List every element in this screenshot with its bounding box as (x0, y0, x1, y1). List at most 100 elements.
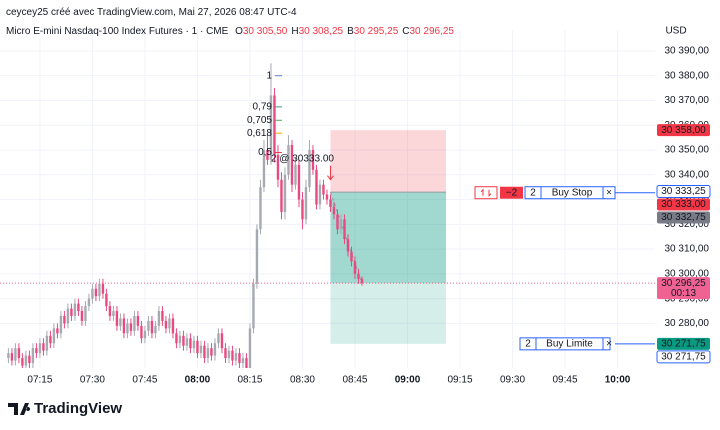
candle-body (276, 154, 280, 180)
candle-body (297, 164, 301, 200)
brand: TradingView (34, 400, 122, 417)
trade-arrow (327, 165, 334, 181)
order-box[interactable] (519, 337, 611, 351)
candle-body (290, 145, 294, 185)
legend: Micro E-mini Nasdaq-100 Index Futures · … (6, 26, 458, 37)
price-label-bg (656, 184, 711, 198)
candle-body (28, 355, 31, 364)
price-label-timer: 00:13 (671, 288, 696, 299)
candle-body (70, 308, 73, 316)
candle-body (147, 320, 150, 331)
candle-body (56, 328, 59, 334)
candle-body (164, 320, 168, 329)
candle-body (91, 288, 94, 299)
y-tick-label: 30 300,00 (665, 269, 710, 280)
plot: 1 0,79 0,705 0,618 0,52 @ 30333.00 (0, 63, 655, 368)
candle-body (360, 278, 364, 284)
candle-body (24, 355, 28, 366)
candle-body (94, 288, 98, 297)
candle-body (220, 333, 224, 349)
candle-body (140, 325, 143, 339)
ohlc-value: 30 296,25 (409, 26, 455, 37)
candle-body (14, 348, 17, 361)
candle-body (266, 149, 269, 160)
ohlc-value: 30 295,25 (353, 26, 399, 37)
price-label-bg (657, 337, 710, 350)
position-size-bg (500, 186, 523, 199)
price-label: 30 333,25 (661, 186, 706, 197)
candle-body (192, 340, 196, 349)
price-label: 30 271,75 (661, 338, 706, 349)
ohlc-value: 30 308,25 (298, 26, 344, 37)
order-type: Buy Stop (552, 187, 593, 198)
order-box[interactable] (524, 186, 616, 200)
order-qty: 2 (525, 338, 531, 349)
candle-body (108, 306, 112, 316)
fib-label: 1 (266, 70, 272, 81)
candle-body (129, 323, 133, 331)
order-type: Buy Limite (546, 338, 593, 349)
candle-body (234, 353, 238, 361)
y-tick-label: 30 390,00 (665, 46, 710, 57)
candle-body (304, 187, 308, 220)
candle-body (203, 345, 206, 359)
order-cancel[interactable]: × (606, 338, 612, 349)
ohlc-key: B (347, 26, 354, 37)
x-tick-label: 08:45 (342, 375, 367, 386)
candle-body (315, 169, 318, 205)
position-size: −2 (506, 187, 518, 198)
candle-body (154, 325, 157, 334)
candle-body (283, 174, 287, 212)
price-label-bg (657, 211, 710, 224)
candle-body (217, 333, 220, 344)
trade-label: 2 @ 30333.00 (271, 153, 334, 164)
candle-body (150, 320, 154, 334)
ohlc-key: C (402, 26, 410, 37)
candle-body (126, 323, 129, 334)
y-tick-label: 30 280,00 (665, 318, 710, 329)
price-label: 30 296,25 (661, 278, 706, 289)
candle-body (119, 318, 122, 326)
candle-body (224, 348, 227, 359)
candle-body (168, 318, 171, 329)
candle-body (136, 315, 140, 326)
price-label: 30 358,00 (661, 125, 706, 136)
reverse-button[interactable] (474, 186, 498, 200)
candle-body (171, 318, 175, 334)
candle-body (38, 343, 42, 354)
candle-body (227, 350, 231, 359)
y-tick-label: 30 370,00 (665, 95, 710, 106)
candle-body (311, 149, 315, 170)
candle-body (269, 95, 273, 160)
y-tick-label: 30 340,00 (665, 169, 710, 180)
candle-body (59, 315, 63, 334)
fib-label: 0,79 (253, 102, 273, 113)
candle-body (42, 343, 45, 351)
candle-body (73, 303, 77, 316)
order-cancel[interactable]: × (606, 187, 612, 198)
candle-body (336, 214, 339, 230)
candle-body (273, 95, 276, 155)
candle-body (49, 335, 52, 344)
candle-body (143, 330, 147, 339)
candle-body (259, 187, 262, 230)
x-tick-label: 08:00 (185, 375, 211, 386)
candle-body (280, 179, 283, 212)
candle-body (322, 184, 325, 195)
fib-label: 0,5 (258, 147, 272, 158)
ohlc-key: H (291, 26, 299, 37)
x-tick-label: 09:30 (500, 375, 525, 386)
order-qty: 2 (530, 187, 536, 198)
candle-body (133, 315, 136, 331)
candle-body (357, 273, 360, 279)
candle-body (182, 335, 185, 346)
y-tick-label: 30 350,00 (665, 145, 710, 156)
candle-body (318, 184, 322, 205)
candle-body (287, 145, 290, 175)
profit-filled (330, 192, 447, 284)
candle-body (35, 348, 38, 354)
candle-body (308, 149, 311, 188)
candle-body (87, 298, 91, 307)
